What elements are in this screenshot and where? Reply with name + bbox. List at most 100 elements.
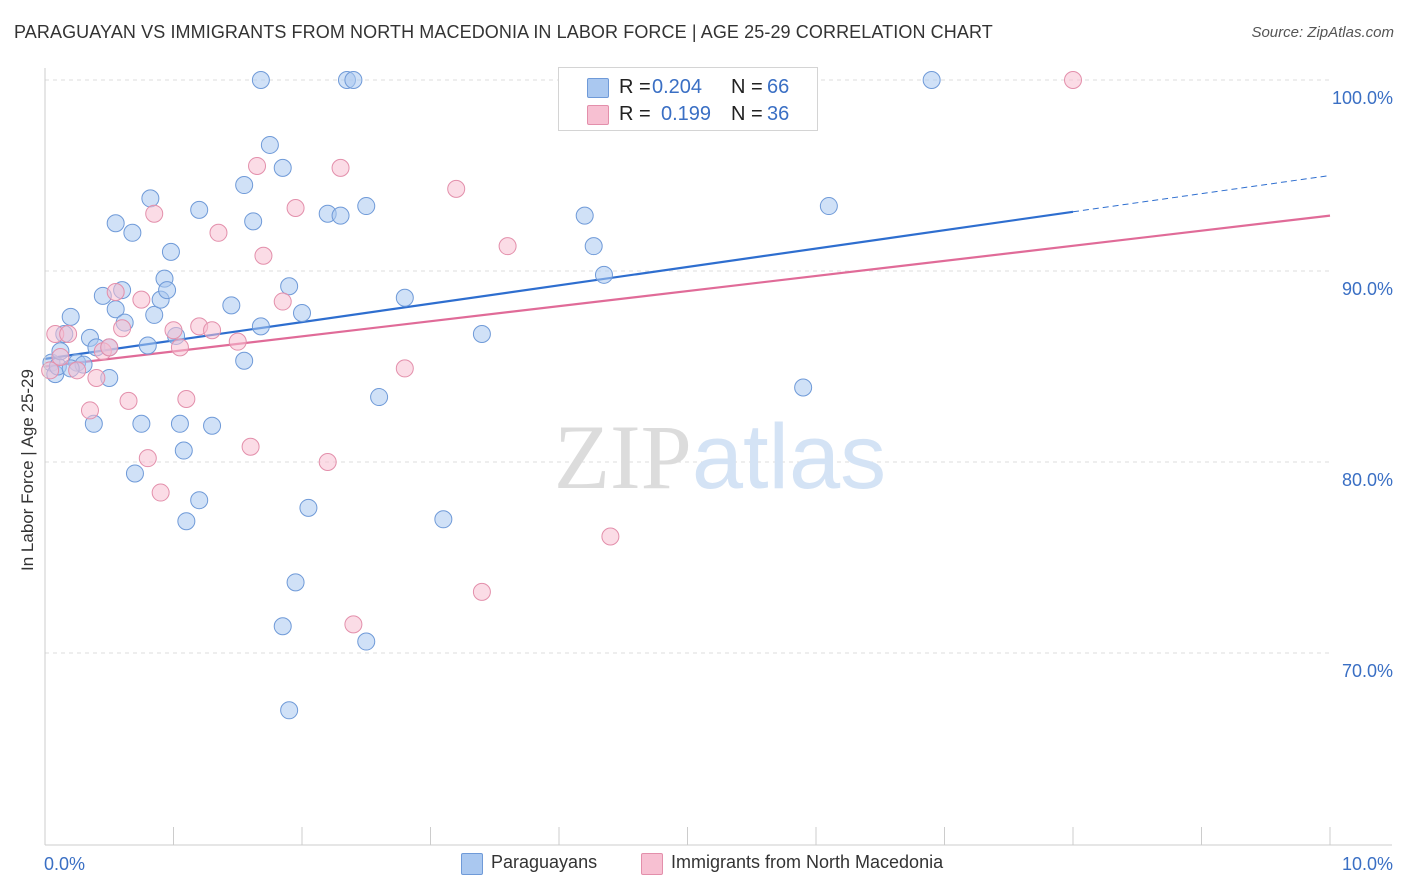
point-paraguayans bbox=[922, 71, 941, 89]
legend-swatch-paraguayans bbox=[587, 78, 609, 98]
point-north-macedonia bbox=[164, 321, 183, 340]
point-north-macedonia bbox=[41, 361, 60, 380]
point-paraguayans bbox=[123, 223, 142, 242]
point-paraguayans bbox=[174, 441, 193, 460]
point-north-macedonia bbox=[241, 437, 260, 456]
point-north-macedonia bbox=[177, 389, 196, 408]
point-north-macedonia bbox=[254, 246, 273, 265]
y-tick-label: 80.0% bbox=[1342, 470, 1393, 490]
trendline-paraguayans bbox=[44, 210, 1074, 360]
point-paraguayans bbox=[819, 197, 838, 216]
point-paraguayans bbox=[61, 307, 80, 326]
point-paraguayans bbox=[106, 214, 125, 233]
x-tick-label-min: 0.0% bbox=[44, 854, 85, 874]
point-north-macedonia bbox=[286, 198, 305, 217]
point-paraguayans bbox=[370, 388, 389, 407]
watermark-zip: ZIP bbox=[554, 406, 692, 508]
point-paraguayans bbox=[280, 277, 299, 296]
axis-layer: 70.0% 80.0% 90.0% 100.0% 0.0% 10.0% bbox=[44, 68, 1393, 874]
point-north-macedonia bbox=[51, 347, 70, 366]
y-tick-label: 90.0% bbox=[1342, 279, 1393, 299]
trendline-paraguayans-extension bbox=[1072, 175, 1331, 213]
point-north-macedonia bbox=[145, 204, 164, 223]
point-paraguayans bbox=[357, 632, 376, 651]
point-north-macedonia bbox=[395, 359, 414, 378]
point-paraguayans bbox=[222, 296, 241, 315]
point-paraguayans bbox=[286, 573, 305, 592]
point-north-macedonia bbox=[447, 179, 466, 198]
point-paraguayans bbox=[344, 71, 363, 89]
point-paraguayans bbox=[158, 281, 177, 300]
point-north-macedonia bbox=[228, 332, 247, 351]
point-paraguayans bbox=[145, 305, 164, 324]
watermark: ZIPatlas bbox=[554, 406, 886, 508]
point-paraguayans bbox=[280, 701, 299, 720]
bottom-legend-label: Immigrants from North Macedonia bbox=[671, 852, 944, 872]
legend-n-label: N = bbox=[731, 76, 763, 98]
point-north-macedonia bbox=[344, 615, 363, 634]
point-paraguayans bbox=[132, 414, 151, 433]
point-north-macedonia bbox=[106, 283, 125, 302]
point-north-macedonia bbox=[273, 292, 292, 311]
point-north-macedonia bbox=[472, 582, 491, 601]
point-paraguayans bbox=[594, 265, 613, 284]
bottom-legend-swatch-paraguayans bbox=[461, 853, 483, 875]
point-paraguayans bbox=[138, 336, 157, 355]
point-north-macedonia bbox=[80, 401, 99, 420]
point-paraguayans bbox=[235, 351, 254, 370]
point-north-macedonia bbox=[318, 453, 337, 471]
legend-r-value: 0.204 bbox=[652, 76, 703, 98]
point-paraguayans bbox=[125, 464, 144, 483]
point-north-macedonia bbox=[119, 391, 138, 410]
point-paraguayans bbox=[190, 200, 209, 219]
point-paraguayans bbox=[273, 158, 292, 177]
trendline-north-macedonia bbox=[44, 214, 1331, 368]
point-north-macedonia bbox=[59, 325, 78, 344]
point-paraguayans bbox=[472, 325, 491, 344]
point-paraguayans bbox=[251, 71, 270, 89]
point-paraguayans bbox=[190, 491, 209, 510]
point-north-macedonia bbox=[68, 361, 87, 380]
legend-r-label: R = bbox=[619, 76, 651, 98]
legend-n-label: N = bbox=[731, 103, 763, 125]
point-north-macedonia bbox=[498, 237, 517, 256]
point-paraguayans bbox=[170, 414, 189, 433]
point-paraguayans bbox=[293, 304, 311, 323]
point-north-macedonia bbox=[87, 368, 106, 387]
point-paraguayans bbox=[575, 206, 594, 225]
legend-swatch-north-macedonia bbox=[587, 105, 609, 125]
legend-n-value: 66 bbox=[767, 76, 790, 98]
y-tick-label: 100.0% bbox=[1332, 88, 1393, 108]
point-paraguayans bbox=[794, 378, 813, 397]
point-north-macedonia bbox=[203, 321, 222, 340]
point-paraguayans bbox=[331, 206, 350, 225]
point-paraguayans bbox=[203, 416, 222, 435]
point-paraguayans bbox=[251, 317, 270, 336]
point-north-macedonia bbox=[138, 449, 157, 468]
point-paraguayans bbox=[177, 512, 196, 531]
watermark-atlas: atlas bbox=[692, 406, 886, 508]
point-paraguayans bbox=[141, 189, 160, 208]
point-north-macedonia bbox=[170, 338, 189, 357]
point-north-macedonia bbox=[1064, 71, 1082, 89]
legend-r-value: 0.199 bbox=[661, 103, 712, 125]
points-layer bbox=[41, 71, 1082, 720]
point-north-macedonia bbox=[151, 483, 170, 502]
point-paraguayans bbox=[357, 197, 376, 216]
correlation-legend: R = 0.204 N = 66 R = 0.199 N = 36 bbox=[558, 67, 818, 131]
legend-r-label: R = bbox=[619, 103, 651, 125]
point-north-macedonia bbox=[100, 338, 119, 357]
bottom-legend-swatch-north-macedonia bbox=[641, 853, 663, 875]
point-paraguayans bbox=[273, 617, 292, 636]
point-paraguayans bbox=[299, 498, 318, 517]
x-tick-label-max: 10.0% bbox=[1342, 854, 1393, 874]
point-paraguayans bbox=[260, 135, 279, 154]
point-north-macedonia bbox=[209, 223, 228, 242]
point-paraguayans bbox=[244, 212, 263, 231]
point-paraguayans bbox=[584, 237, 603, 256]
legend-n-value: 36 bbox=[767, 103, 790, 125]
point-north-macedonia bbox=[132, 290, 151, 309]
chart-title: PARAGUAYAN VS IMMIGRANTS FROM NORTH MACE… bbox=[14, 22, 993, 42]
point-paraguayans bbox=[161, 242, 180, 261]
